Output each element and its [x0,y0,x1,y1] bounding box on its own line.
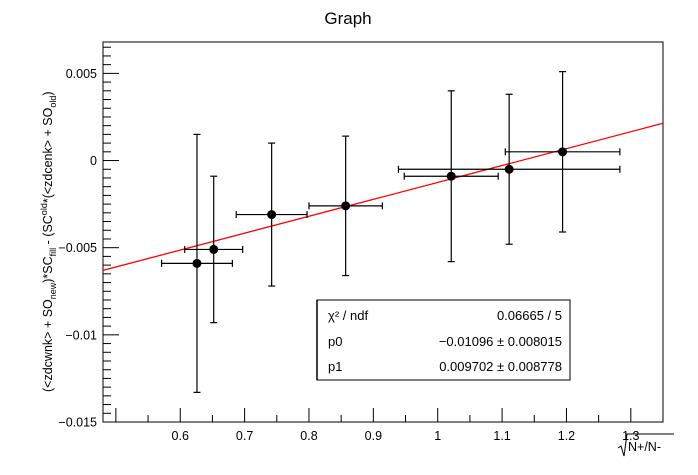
stats-box: χ² / ndf 0.06665 / 5 p0 −0.01096 ± 0.008… [316,299,571,381]
y-label-sub-old-2: old [48,96,58,108]
data-point-5 [403,90,499,263]
x-tick-label: 0.8 [300,429,317,443]
stats-p1-key: p1 [328,359,342,374]
x-tick-label: 1.2 [558,429,575,443]
x-axis-label: N+/N- [617,433,674,457]
sqrt-sign [617,433,674,457]
x-tick-label: 0.9 [365,429,382,443]
fit-line [102,122,664,272]
marker [504,164,514,174]
stats-p1-value: 0.009702 ± 0.008778 [439,359,562,374]
marker [341,201,351,211]
chart-title: Graph [324,9,371,28]
x-axis-label-text: N+/N- [628,440,661,454]
y-label-part-a: (<zdcwnk> + SO [41,299,55,392]
svg-text:(<zdcwnk> + SOnew)*SCfill - (S: (<zdcwnk> + SOnew)*SCfill - (SCold*(<zdc… [39,91,58,392]
stats-chi2-value: 0.06665 / 5 [497,308,562,323]
y-axis-ticks [103,46,119,423]
x-axis-ticks [115,408,664,422]
data-point-2 [184,175,244,324]
y-tick-label: 0.005 [66,67,97,81]
marker [267,210,277,220]
data-point-1 [160,133,233,393]
y-label-sub-new: new [48,282,58,299]
y-tick-label: −0.015 [58,416,97,430]
y-axis-tick-labels: −0.015 −0.01 −0.005 0 0.005 [58,67,97,430]
y-tick-label: −0.01 [65,328,97,342]
data-point-3 [235,142,308,287]
data-point-6 [397,93,621,245]
y-axis-label: (<zdcwnk> + SOnew)*SCfill - (SCold*(<zdc… [39,91,58,392]
y-tick-label: −0.005 [58,241,97,255]
stats-p0-key: p0 [328,334,342,349]
y-label-part-c: - (SC [41,215,55,248]
stats-p0-value: −0.01096 ± 0.008015 [439,334,562,349]
stats-chi2-key: χ² / ndf [328,308,368,323]
x-tick-label: 0.7 [236,429,253,443]
y-tick-label: 0 [90,154,97,168]
x-axis-tick-labels: 0.6 0.7 0.8 0.9 1 1.1 1.2 1.3 [172,429,640,443]
y-label-part-d: *(<zdcenk> + SO [41,107,55,203]
x-tick-label: 1 [434,429,441,443]
marker [558,147,568,157]
marker [209,244,219,254]
plot-frame [102,41,664,423]
marker [192,258,202,268]
data-points [160,71,621,393]
y-label-part-b: )*SC [41,256,55,282]
fit-line-path [102,122,664,272]
y-label-sub-fill: fill [48,248,58,257]
y-label-sub-old-1: old [39,203,49,215]
x-tick-label: 0.6 [172,429,189,443]
y-label-part-e: ) [41,91,55,95]
data-point-4 [308,135,383,277]
data-point-7 [504,71,621,233]
marker [446,171,456,181]
x-tick-label: 1.1 [493,429,510,443]
